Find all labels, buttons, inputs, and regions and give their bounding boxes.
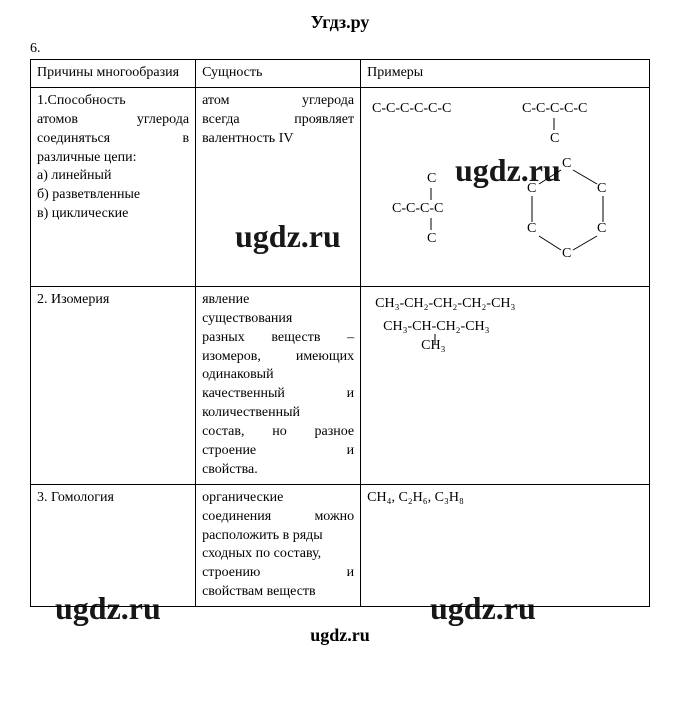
table-row: 1.Способность атомов углерода соединятьс… <box>31 87 650 286</box>
svg-text:C: C <box>597 181 606 196</box>
svg-text:C: C <box>562 156 571 171</box>
chem-pentane: CH₃-CH₂-CH₂-CH₂-CH₃ <box>375 295 643 314</box>
cell-examples-3: CH₄, C₂H₆, C₃H₈ <box>361 484 650 606</box>
text: в <box>182 130 189 149</box>
text: б) разветвленные <box>37 187 140 202</box>
site-footer: ugdz.ru <box>0 607 680 656</box>
cell-examples-1: C-C-C-C-C-C C-C-C-C-C C C C-C-C-C C C C <box>361 87 650 286</box>
text: расположить в ряды <box>202 528 323 543</box>
cell-reason-1: 1.Способность атомов углерода соединятьс… <box>31 87 196 286</box>
chem-cyclohexane: C C C C C C <box>527 156 606 261</box>
table-row: 2. Изомерия явление существования разных… <box>31 286 650 484</box>
text: строению <box>202 564 260 583</box>
text: свойствам веществ <box>202 584 316 599</box>
svg-text:C: C <box>562 246 571 261</box>
text: но <box>272 423 287 442</box>
text: изомеров, <box>202 348 261 367</box>
th-reasons: Причины многообразия <box>31 60 196 88</box>
chem-isopentane-main: CH₃-CH-CH₂-CH₃ <box>375 318 643 337</box>
chem-structures-svg: C-C-C-C-C-C C-C-C-C-C C C C-C-C-C C C C <box>367 92 647 272</box>
text: различные цепи: <box>37 150 136 165</box>
text: одинаковый <box>202 367 274 382</box>
text: веществ <box>271 329 320 348</box>
question-number: 6. <box>0 41 680 59</box>
text: 1.Способность <box>37 93 126 108</box>
text: атом <box>202 92 229 111</box>
text: явление <box>202 292 249 307</box>
cell-essence-3: органические соединения можно расположит… <box>196 484 361 606</box>
th-essence: Сущность <box>196 60 361 88</box>
text: углерода <box>302 92 354 111</box>
cell-reason-3: 3. Гомология <box>31 484 196 606</box>
table-row: Причины многообразия Сущность Примеры <box>31 60 650 88</box>
chem-linear: C-C-C-C-C-C <box>372 101 451 116</box>
text: имеющих <box>296 348 354 367</box>
text: атомов <box>37 111 78 130</box>
chem-branched-bottom: C <box>550 131 559 146</box>
text: и <box>347 385 355 404</box>
text: строение <box>202 442 256 461</box>
text: разное <box>314 423 354 442</box>
text: углерода <box>137 111 189 130</box>
svg-text:C: C <box>427 231 436 246</box>
text: валентность IV <box>202 131 293 146</box>
text: можно <box>314 508 354 527</box>
text: соединения <box>202 508 271 527</box>
text: и <box>347 564 355 583</box>
bond-line <box>430 334 440 346</box>
text: количественный <box>202 405 300 420</box>
text: качественный <box>202 385 285 404</box>
text: сходных по составу, <box>202 546 321 561</box>
text: всегда <box>202 111 240 130</box>
cell-essence-1: атом углерода всегда проявляет валентнос… <box>196 87 361 286</box>
svg-text:C: C <box>597 221 606 236</box>
svg-text:C: C <box>527 181 536 196</box>
text: разных <box>202 329 245 348</box>
svg-text:C-C-C-C: C-C-C-C <box>392 201 443 216</box>
text: и <box>347 442 355 461</box>
text: существования <box>202 311 292 326</box>
site-header: Угдз.ру <box>0 0 680 41</box>
text: в) циклические <box>37 206 128 221</box>
chem-isopentane-branch: CH₃ <box>375 337 643 356</box>
cell-essence-2: явление существования разных веществ – и… <box>196 286 361 484</box>
text: соединяться <box>37 130 110 149</box>
cell-examples-2: CH₃-CH₂-CH₂-CH₂-CH₃ CH₃-CH-CH₂-CH₃ CH₃ <box>361 286 650 484</box>
chem-branched-top: C-C-C-C-C <box>522 101 587 116</box>
cell-reason-2: 2. Изомерия <box>31 286 196 484</box>
text: свойства. <box>202 462 258 477</box>
main-table: Причины многообразия Сущность Примеры 1.… <box>30 59 650 607</box>
text: состав, <box>202 423 244 442</box>
svg-text:C: C <box>527 221 536 236</box>
svg-text:C: C <box>427 171 436 186</box>
text: – <box>347 329 354 348</box>
text: проявляет <box>294 111 354 130</box>
text: а) линейный <box>37 168 111 183</box>
th-examples: Примеры <box>361 60 650 88</box>
text: органические <box>202 490 283 505</box>
table-row: 3. Гомология органические соединения мож… <box>31 484 650 606</box>
